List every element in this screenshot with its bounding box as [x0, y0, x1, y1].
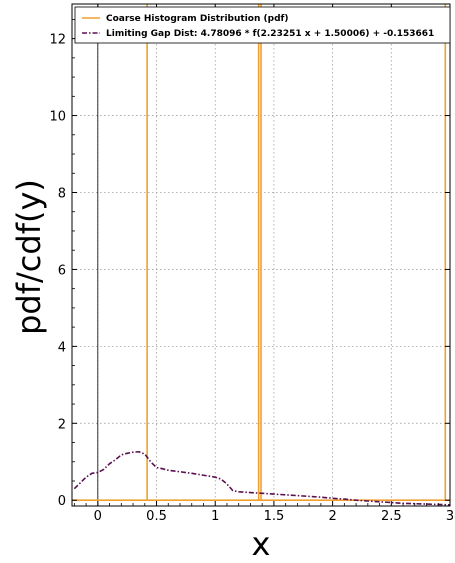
x-tick-label: 1.5	[264, 509, 285, 524]
y-tick-label: 10	[49, 110, 66, 125]
y-tick-label: 8	[58, 186, 66, 201]
legend-label-limiting-gap: Limiting Gap Dist: 4.78096 * f(2.23251 x…	[106, 29, 434, 39]
y-tick-label: 4	[58, 340, 66, 355]
y-axis-label: pdf/cdf(y)	[10, 179, 48, 335]
series-line-histogram	[72, 4, 450, 502]
legend-box	[74, 6, 451, 44]
legend: Coarse Histogram Distribution (pdf) Limi…	[74, 6, 451, 44]
y-tick-label: 12	[49, 33, 66, 48]
x-tick-label: 2.5	[381, 509, 402, 524]
y-tick-label: 6	[58, 263, 66, 278]
y-tick-label: 0	[58, 494, 66, 509]
x-tick-label: 0.5	[146, 509, 167, 524]
ticks: 0 0.5 1 1.5 2 2.5 3 0 2 4 6 8 10 12	[49, 4, 454, 524]
plot-frame	[71, 3, 451, 507]
series-line-limiting-gap	[73, 450, 450, 506]
x-tick-label: 0	[94, 509, 102, 524]
x-tick-label: 2	[328, 509, 336, 524]
legend-label-histogram: Coarse Histogram Distribution (pdf)	[106, 14, 289, 24]
x-axis-label: x	[252, 525, 271, 563]
y-tick-label: 2	[58, 417, 66, 432]
data-layer	[72, 4, 450, 506]
x-tick-label: 1	[211, 509, 219, 524]
x-tick-label: 3	[446, 509, 454, 524]
